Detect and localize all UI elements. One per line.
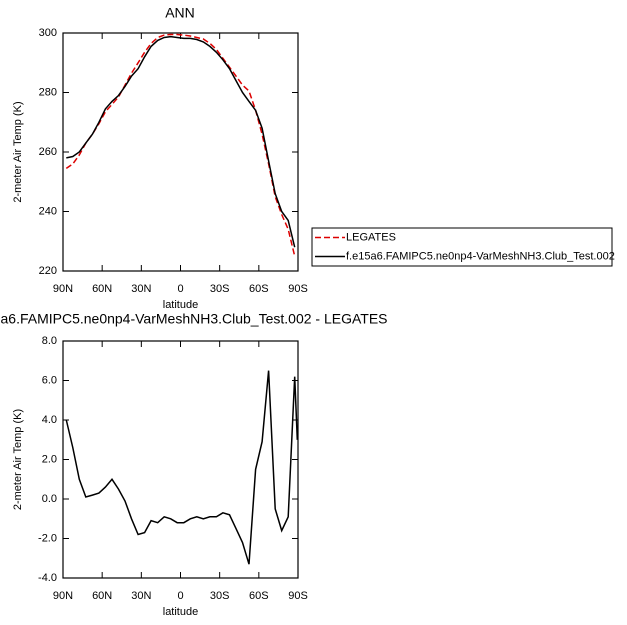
chart-title: a6.FAMIPC5.ne0np4-VarMeshNH3.Club_Test.0… <box>1 311 388 327</box>
y-tick-label: 220 <box>39 265 57 277</box>
y-tick-label: 260 <box>39 146 57 158</box>
y-tick-label: 8.0 <box>42 335 57 347</box>
y-tick-label: -2.0 <box>38 532 57 544</box>
y-axis-label: 2-meter Air Temp (K) <box>12 101 24 202</box>
y-tick-label: 0.0 <box>42 493 57 505</box>
legend-box <box>311 227 613 267</box>
x-tick-label: 60N <box>92 590 112 602</box>
y-tick-label: 4.0 <box>42 414 57 426</box>
x-tick-label: 90S <box>288 590 308 602</box>
y-axis-label: 2-meter Air Temp (K) <box>12 409 24 510</box>
plot-frame <box>62 340 299 579</box>
x-axis-label: latitude <box>163 606 198 618</box>
x-tick-label: 0 <box>177 283 183 295</box>
legend-label: LEGATES <box>346 231 396 243</box>
y-tick-label: 240 <box>39 205 57 217</box>
y-tick-label: 300 <box>39 27 57 39</box>
y-tick-label: 6.0 <box>42 374 57 386</box>
chart-title: ANN <box>165 5 195 21</box>
x-tick-label: 30N <box>131 590 151 602</box>
x-tick-label: 60S <box>249 590 269 602</box>
y-tick-label: -4.0 <box>38 572 57 584</box>
x-tick-label: 90S <box>288 283 308 295</box>
x-tick-label: 60N <box>92 283 112 295</box>
data-line <box>65 370 299 565</box>
x-axis-label: latitude <box>163 299 198 311</box>
x-tick-label: 30S <box>210 590 230 602</box>
x-tick-label: 30S <box>210 283 230 295</box>
data-line <box>65 33 296 257</box>
x-tick-label: 90N <box>53 590 73 602</box>
y-tick-label: 280 <box>39 86 57 98</box>
x-tick-label: 0 <box>177 590 183 602</box>
plot-frame <box>62 32 299 272</box>
y-tick-label: 2.0 <box>42 453 57 465</box>
data-line <box>66 35 296 248</box>
x-tick-label: 30N <box>131 283 151 295</box>
x-tick-label: 90N <box>53 283 73 295</box>
x-tick-label: 60S <box>249 283 269 295</box>
legend-label: f.e15a6.FAMIPC5.ne0np4-VarMeshNH3.Club_T… <box>346 250 615 262</box>
